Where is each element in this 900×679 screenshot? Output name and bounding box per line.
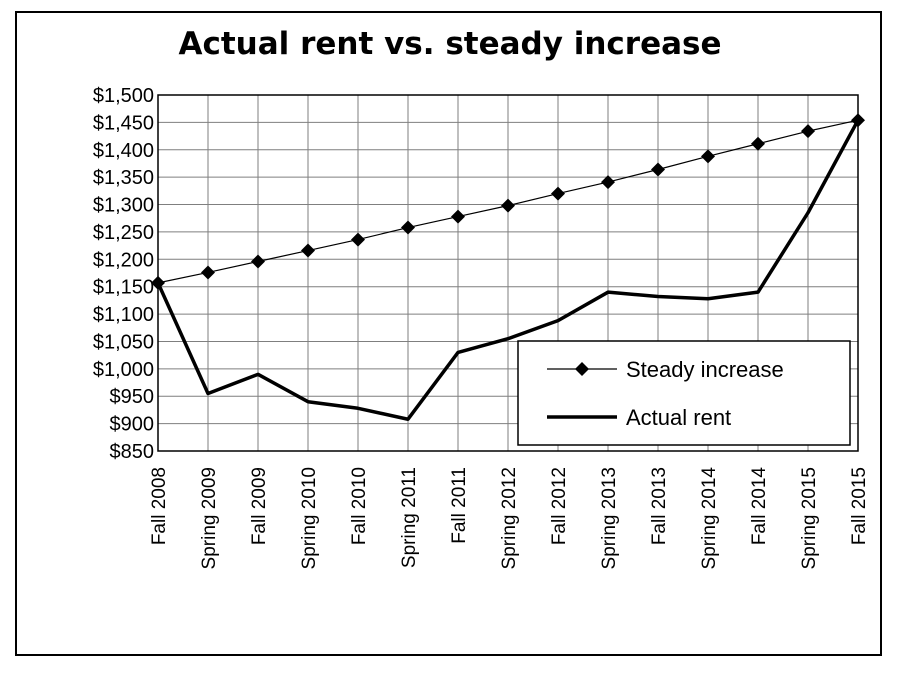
x-tick-label: Spring 2013 <box>599 467 620 569</box>
chart-frame <box>15 11 882 656</box>
x-tick-label: Fall 2014 <box>749 467 770 546</box>
legend-label-actual: Actual rent <box>626 405 731 430</box>
chart-title: Actual rent vs. steady increase <box>179 26 722 62</box>
plot-area-border <box>157 94 859 452</box>
series <box>151 113 865 421</box>
steady-increase-marker <box>651 162 665 177</box>
steady-increase-marker <box>301 243 315 258</box>
x-tick-label: Fall 2008 <box>149 467 170 545</box>
x-tick-label: Fall 2015 <box>849 467 870 545</box>
y-tick-label: $1,000 <box>93 359 154 381</box>
steady-increase-marker <box>401 220 415 235</box>
steady-increase-marker <box>451 209 465 224</box>
y-tick-label: $1,250 <box>93 222 154 244</box>
legend: Steady increase Actual rent <box>517 340 851 446</box>
x-tick-label: Fall 2013 <box>649 467 670 545</box>
actual-rent-line <box>156 119 860 421</box>
x-tick-label: Spring 2011 <box>399 467 420 568</box>
steady-increase-marker <box>251 254 265 269</box>
y-axis-ticks: $850 $900 $950 $1,000 $1,050 $1,100 $1,150 $1,2… <box>93 85 154 463</box>
x-tick-label: Spring 2009 <box>199 467 220 569</box>
legend-steady-marker <box>575 362 589 376</box>
y-tick-label: $1,450 <box>93 112 154 134</box>
steady-increase-marker <box>801 124 815 139</box>
steady-increase-marker <box>351 232 365 247</box>
steady-increase-marker <box>501 198 515 213</box>
x-tick-label: Spring 2010 <box>299 467 320 569</box>
y-tick-label: $950 <box>110 386 155 408</box>
y-tick-label: $1,500 <box>93 85 154 107</box>
y-tick-label: $1,200 <box>93 249 154 271</box>
x-tick-label: Fall 2012 <box>549 467 570 545</box>
x-tick-label: Spring 2015 <box>799 467 820 569</box>
y-tick-label: $900 <box>110 414 155 436</box>
steady-increase-marker <box>701 149 715 164</box>
x-tick-label: Spring 2014 <box>699 467 720 570</box>
y-tick-label: $1,150 <box>93 277 154 299</box>
y-tick-label: $1,100 <box>93 304 154 326</box>
y-tick-label: $1,300 <box>93 195 154 217</box>
x-tick-label: Spring 2012 <box>499 467 520 569</box>
steady-increase-marker <box>201 265 215 280</box>
steady-increase-marker <box>551 186 565 201</box>
y-tick-label: $850 <box>110 441 155 463</box>
y-tick-label: $1,350 <box>93 167 154 189</box>
x-tick-label: Fall 2010 <box>349 467 370 545</box>
y-tick-label: $1,400 <box>93 140 154 162</box>
x-tick-label: Fall 2011 <box>449 467 470 544</box>
steady-increase-marker <box>601 175 615 190</box>
steady-increase-marker <box>751 136 765 151</box>
legend-box <box>517 340 851 446</box>
y-tick-label: $1,050 <box>93 331 154 353</box>
x-axis-ticks: Fall 2008 Spring 2009 Fall 2009 Spring 2010… <box>149 467 870 570</box>
x-tick-label: Fall 2009 <box>249 467 270 545</box>
legend-label-steady: Steady increase <box>626 357 784 382</box>
